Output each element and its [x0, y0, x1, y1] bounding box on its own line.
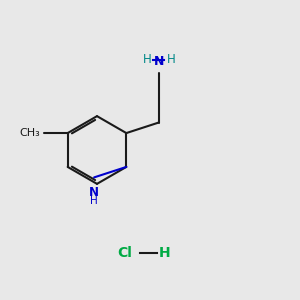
- Text: Cl: Cl: [118, 246, 132, 260]
- Text: H: H: [143, 52, 152, 65]
- Text: H: H: [159, 246, 170, 260]
- Text: N: N: [154, 55, 164, 68]
- Text: H: H: [167, 52, 175, 65]
- Text: N: N: [89, 186, 99, 199]
- Text: CH₃: CH₃: [20, 128, 40, 138]
- Text: H: H: [90, 196, 98, 206]
